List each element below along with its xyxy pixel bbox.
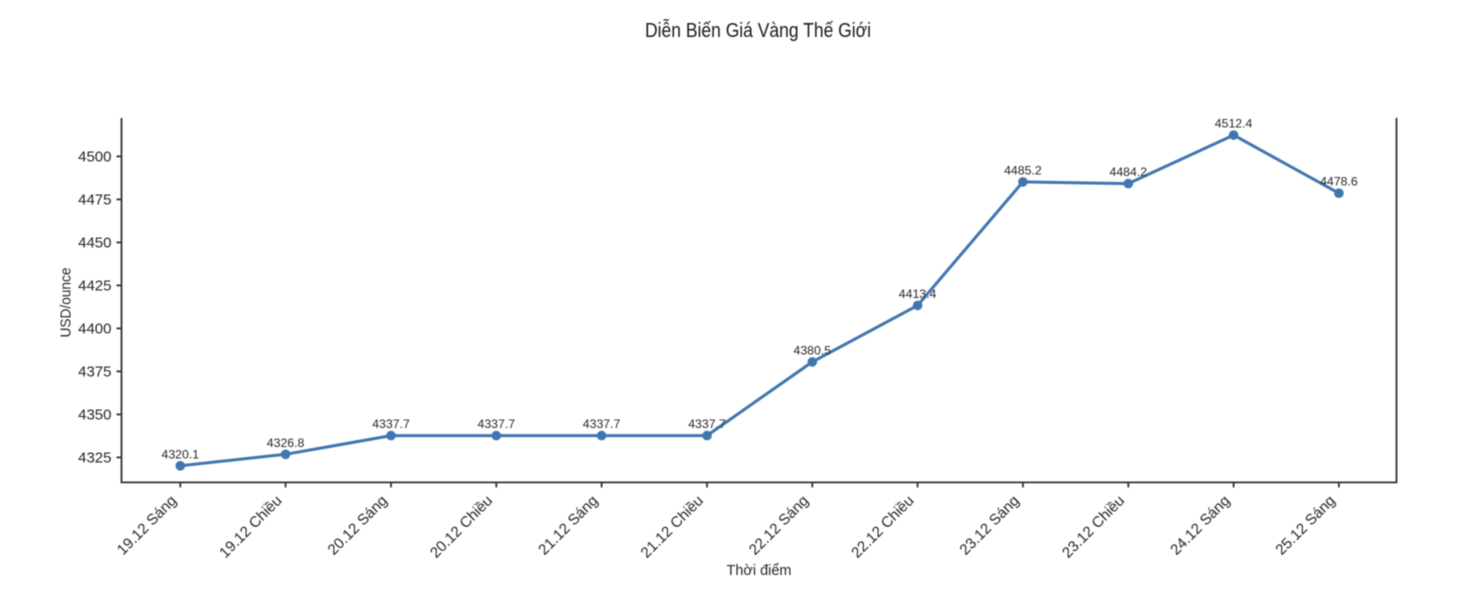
svg-text:4478.6: 4478.6 bbox=[1320, 175, 1358, 189]
svg-text:4326.8: 4326.8 bbox=[267, 436, 305, 450]
svg-text:4425: 4425 bbox=[78, 278, 111, 295]
svg-text:4375: 4375 bbox=[78, 364, 111, 381]
svg-text:4380.5: 4380.5 bbox=[793, 343, 831, 357]
svg-text:4413.4: 4413.4 bbox=[899, 287, 937, 301]
svg-text:4485.2: 4485.2 bbox=[1004, 163, 1042, 177]
svg-text:4325: 4325 bbox=[78, 450, 111, 467]
svg-text:4512.4: 4512.4 bbox=[1215, 117, 1253, 131]
svg-text:4337.7: 4337.7 bbox=[477, 417, 515, 431]
svg-text:4320.1: 4320.1 bbox=[161, 447, 199, 461]
svg-text:4337.7: 4337.7 bbox=[688, 417, 726, 431]
svg-text:USD/ounce: USD/ounce bbox=[58, 268, 75, 338]
svg-text:4500: 4500 bbox=[78, 149, 111, 166]
svg-text:4450: 4450 bbox=[78, 235, 111, 252]
svg-text:4337.7: 4337.7 bbox=[372, 417, 410, 431]
svg-text:4400: 4400 bbox=[78, 321, 111, 338]
svg-text:4350: 4350 bbox=[78, 407, 111, 424]
svg-text:4484.2: 4484.2 bbox=[1109, 165, 1147, 179]
svg-text:4475: 4475 bbox=[78, 192, 111, 209]
svg-text:4337.7: 4337.7 bbox=[583, 417, 621, 431]
svg-text:Thời điểm: Thời điểm bbox=[727, 562, 792, 579]
svg-text:Diễn Biến Giá Vàng Thế Giới: Diễn Biến Giá Vàng Thế Giới bbox=[645, 19, 871, 42]
